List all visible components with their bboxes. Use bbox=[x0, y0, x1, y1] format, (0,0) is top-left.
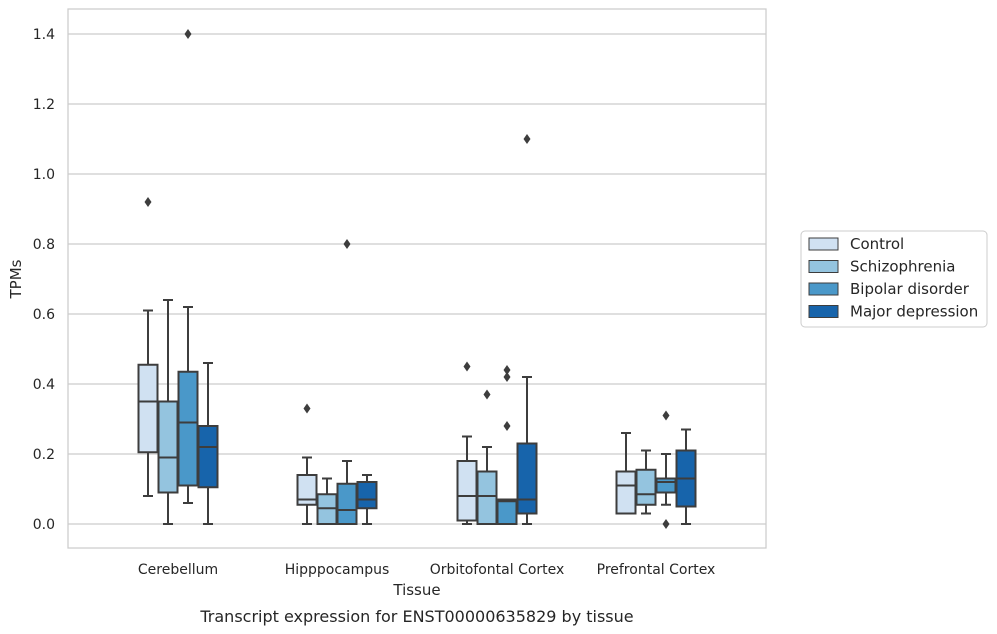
box-iqr bbox=[655, 477, 677, 494]
box-schizophrenia-2 bbox=[476, 389, 498, 525]
box-iqr bbox=[197, 425, 219, 489]
box-major-depression-1 bbox=[356, 474, 378, 525]
outlier-point bbox=[184, 29, 192, 39]
outlier-point bbox=[503, 372, 511, 382]
legend: Control Schizophrenia Bipolar disorder Majo… bbox=[800, 230, 988, 328]
box-iqr bbox=[137, 363, 159, 454]
y-axis-title: TPMs bbox=[7, 259, 25, 299]
box-iqr bbox=[296, 474, 318, 506]
box-plots bbox=[137, 29, 697, 529]
outlier-point bbox=[523, 134, 531, 144]
box-iqr bbox=[635, 468, 657, 506]
y-tick-label: 0.6 bbox=[33, 307, 55, 323]
box-iqr bbox=[476, 470, 498, 525]
outlier-point bbox=[144, 197, 152, 207]
x-tick-label: Hipppocampus bbox=[285, 562, 390, 578]
plot-frame bbox=[67, 8, 767, 549]
box-major-depression-3 bbox=[675, 428, 697, 525]
legend-swatch bbox=[808, 282, 839, 296]
y-tick-label: 0.2 bbox=[33, 447, 55, 463]
outlier-point bbox=[303, 403, 311, 414]
legend-swatch bbox=[808, 260, 839, 273]
outlier-point bbox=[662, 410, 670, 421]
box-iqr bbox=[516, 442, 538, 515]
legend-label: Control bbox=[850, 235, 904, 253]
y-tick-label: 0.0 bbox=[33, 517, 55, 533]
box-iqr bbox=[496, 498, 518, 525]
box-schizophrenia-0 bbox=[157, 299, 179, 525]
box-control-2 bbox=[456, 361, 478, 525]
legend-label: Schizophrenia bbox=[850, 258, 955, 276]
box-control-3 bbox=[615, 432, 637, 515]
box-iqr bbox=[356, 481, 378, 510]
box-bipolar-disorder-1 bbox=[336, 239, 358, 525]
x-tick-label: Orbitofontal Cortex bbox=[430, 562, 565, 578]
box-schizophrenia-1 bbox=[316, 477, 338, 525]
legend-swatch bbox=[808, 305, 839, 318]
box-iqr bbox=[157, 400, 179, 494]
legend-frame bbox=[800, 230, 988, 328]
box-iqr bbox=[456, 460, 478, 522]
x-tick-label: Prefrontal Cortex bbox=[597, 562, 716, 578]
box-major-depression-2 bbox=[516, 134, 538, 525]
outlier-point bbox=[503, 421, 511, 431]
outlier-point bbox=[662, 519, 670, 529]
outlier-point bbox=[463, 361, 471, 372]
y-tick-label: 1.2 bbox=[33, 97, 55, 113]
box-control-0 bbox=[137, 197, 159, 497]
y-tick-label: 0.8 bbox=[33, 237, 55, 253]
outlier-point bbox=[503, 365, 511, 375]
x-tick-labels: Cerebellum Hipppocampus Orbitofontal Corte… bbox=[138, 562, 715, 578]
box-control-1 bbox=[296, 403, 318, 525]
box-bipolar-disorder-3 bbox=[655, 410, 677, 529]
box-bipolar-disorder-0 bbox=[177, 29, 199, 504]
box-iqr bbox=[336, 482, 358, 525]
chart-caption: Transcript expression for ENST0000063582… bbox=[199, 607, 633, 626]
box-schizophrenia-3 bbox=[635, 449, 657, 515]
box-iqr bbox=[177, 370, 199, 487]
legend-swatch bbox=[808, 237, 839, 251]
box-major-depression-0 bbox=[197, 362, 219, 525]
x-axis-title: Tissue bbox=[392, 581, 440, 599]
x-tick-label: Cerebellum bbox=[138, 562, 218, 578]
y-tick-label: 1.4 bbox=[33, 27, 55, 43]
box-iqr bbox=[615, 470, 637, 515]
y-tick-label: 0.4 bbox=[33, 377, 55, 393]
legend-label: Major depression bbox=[850, 303, 978, 321]
y-tick-labels: 0.0 0.2 0.4 0.6 0.8 1.0 1.2 1.4 bbox=[33, 27, 55, 533]
box-bipolar-disorder-2 bbox=[496, 365, 518, 525]
outlier-point bbox=[483, 389, 491, 400]
y-tick-label: 1.0 bbox=[33, 167, 55, 183]
outlier-point bbox=[343, 239, 351, 249]
legend-label: Bipolar disorder bbox=[850, 280, 970, 298]
